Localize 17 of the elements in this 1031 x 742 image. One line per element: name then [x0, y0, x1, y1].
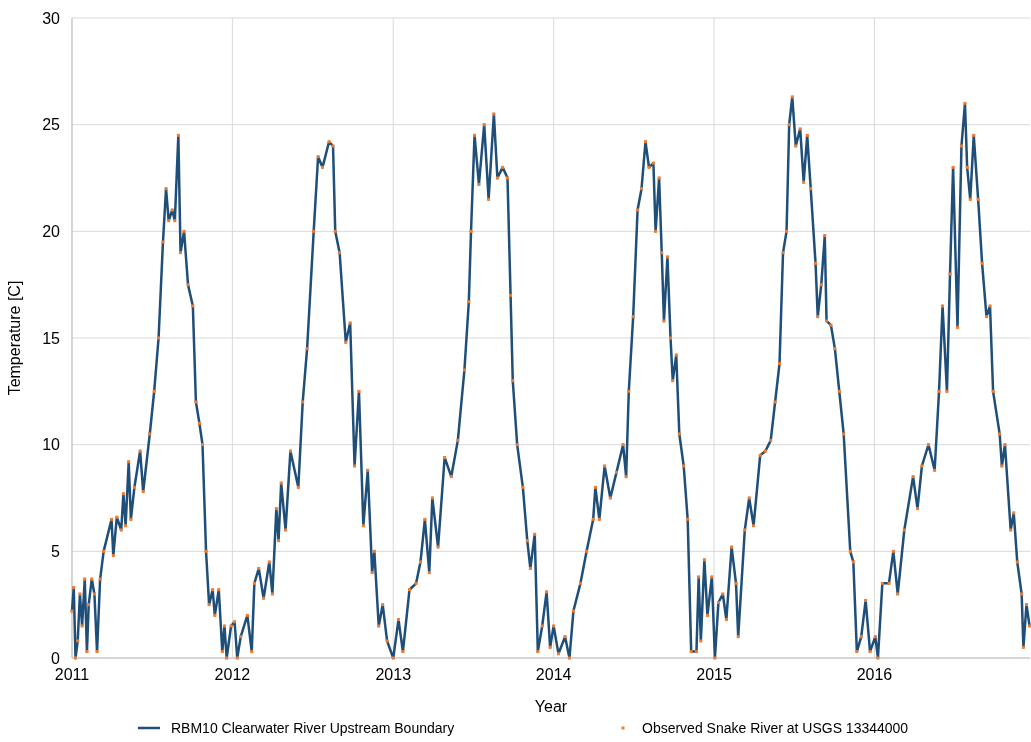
x-tick-label: 2016: [856, 666, 893, 683]
y-tick-label: 20: [42, 222, 61, 240]
y-tick-label: 10: [42, 436, 61, 454]
y-tick-label: 0: [51, 649, 61, 667]
y-tick-label: 30: [42, 9, 61, 27]
x-tick-label: 2015: [696, 666, 732, 683]
y-tick-label: 5: [51, 542, 61, 560]
x-axis-title: Year: [534, 698, 568, 715]
y-tick-label: 25: [42, 116, 61, 134]
x-tick-label: 2013: [375, 666, 412, 683]
legend-label: Observed Snake River at USGS 13344000: [642, 719, 909, 736]
y-tick-label: 15: [42, 329, 61, 347]
legend-label: RBM10 Clearwater River Upstream Boundary: [171, 719, 455, 736]
y-axis-title: Temperature [C]: [6, 280, 23, 396]
x-tick-label: 2012: [214, 666, 251, 683]
x-tick-label: 2014: [535, 666, 572, 683]
x-tick-label: 2011: [54, 666, 90, 683]
